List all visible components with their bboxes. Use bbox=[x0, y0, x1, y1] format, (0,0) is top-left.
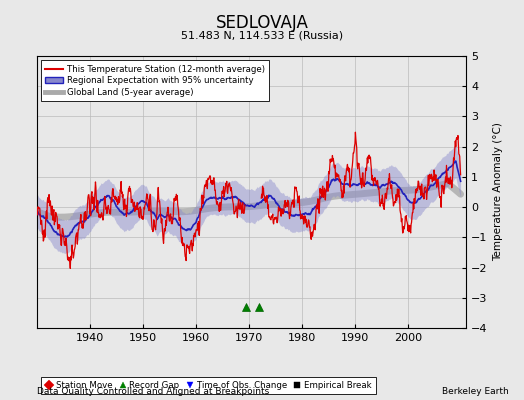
Text: SEDLOVAJA: SEDLOVAJA bbox=[215, 14, 309, 32]
Text: Berkeley Earth: Berkeley Earth bbox=[442, 387, 508, 396]
Y-axis label: Temperature Anomaly (°C): Temperature Anomaly (°C) bbox=[493, 122, 503, 262]
Text: Data Quality Controlled and Aligned at Breakpoints: Data Quality Controlled and Aligned at B… bbox=[37, 387, 269, 396]
Text: 51.483 N, 114.533 E (Russia): 51.483 N, 114.533 E (Russia) bbox=[181, 30, 343, 40]
Legend: Station Move, Record Gap, Time of Obs. Change, Empirical Break: Station Move, Record Gap, Time of Obs. C… bbox=[41, 377, 376, 394]
